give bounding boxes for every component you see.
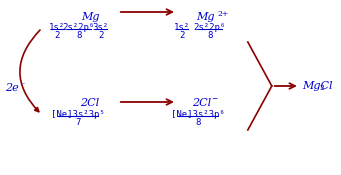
Text: 2: 2 <box>179 31 184 40</box>
Text: 2+: 2+ <box>218 10 229 18</box>
Text: 2: 2 <box>54 31 60 40</box>
Text: ⁻: ⁻ <box>20 80 24 89</box>
Text: 2: 2 <box>98 31 104 40</box>
Text: 8: 8 <box>76 31 81 40</box>
Text: −: − <box>211 95 217 103</box>
Text: [Ne]3s²3p⁶: [Ne]3s²3p⁶ <box>171 110 225 119</box>
Text: 2s²2p⁶: 2s²2p⁶ <box>63 23 95 32</box>
Text: [Ne]3s²3p⁵: [Ne]3s²3p⁵ <box>51 110 105 119</box>
Text: 3s²: 3s² <box>93 23 109 32</box>
Text: 1s²: 1s² <box>174 23 190 32</box>
Text: 2Cl: 2Cl <box>192 98 211 108</box>
Text: Mg: Mg <box>81 12 99 22</box>
Text: 2s²2p⁶: 2s²2p⁶ <box>194 23 226 32</box>
FancyArrowPatch shape <box>20 30 40 112</box>
Text: 7: 7 <box>75 118 80 127</box>
Text: 8: 8 <box>207 31 212 40</box>
Text: 8: 8 <box>195 118 201 127</box>
Text: Mg: Mg <box>196 12 214 22</box>
Text: 2Cl: 2Cl <box>80 98 100 108</box>
Text: 2e: 2e <box>5 83 19 93</box>
Text: 2: 2 <box>320 84 325 92</box>
Text: MgCl: MgCl <box>302 81 332 91</box>
Text: 1s²: 1s² <box>49 23 65 32</box>
